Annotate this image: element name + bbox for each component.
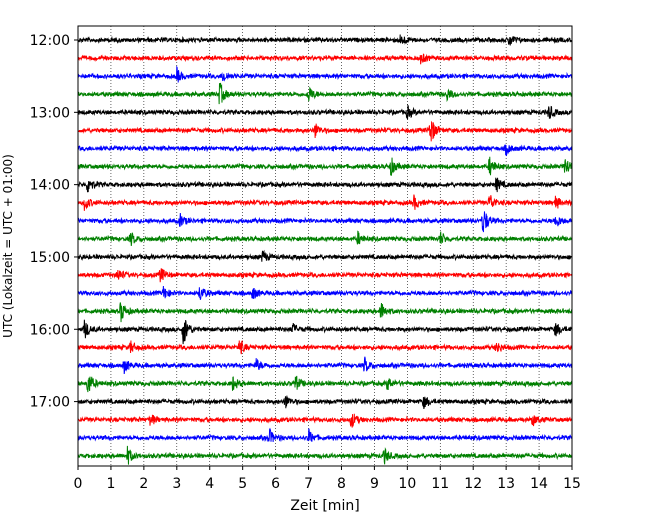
trace-1245 — [77, 82, 573, 105]
x-tick-label-15: 15 — [563, 476, 581, 492]
x-tick-label-12: 12 — [464, 476, 482, 492]
trace-1615 — [77, 339, 573, 355]
trace-1715 — [77, 413, 573, 428]
trace-1345 — [77, 156, 573, 176]
seismogram-traces — [77, 34, 573, 465]
x-tick-label-1: 1 — [106, 476, 115, 492]
trace-1530 — [77, 286, 573, 300]
x-axis-ticks: 0 1 2 3 4 5 6 7 8 9 10 11 12 13 14 15 — [74, 466, 581, 492]
trace-1330 — [77, 143, 573, 157]
trace-1600 — [77, 319, 573, 345]
y-tick-label-17:00: 17:00 — [30, 395, 70, 411]
y-tick-label-13:00: 13:00 — [30, 105, 70, 121]
x-tick-label-4: 4 — [205, 476, 214, 492]
trace-1230 — [77, 65, 573, 83]
trace-1645 — [77, 375, 573, 393]
x-tick-label-11: 11 — [431, 476, 449, 492]
trace-1300 — [77, 103, 573, 120]
x-tick-label-13: 13 — [497, 476, 515, 492]
trace-1500 — [77, 249, 573, 262]
trace-1215 — [77, 53, 573, 65]
trace-1445 — [77, 230, 573, 247]
trace-1700 — [77, 395, 573, 410]
trace-1315 — [77, 120, 573, 142]
x-tick-label-10: 10 — [398, 476, 416, 492]
x-tick-label-8: 8 — [337, 476, 346, 492]
plot-area-frame — [77, 25, 573, 467]
x-tick-label-0: 0 — [74, 476, 83, 492]
x-tick-label-9: 9 — [370, 476, 379, 492]
x-tick-label-6: 6 — [271, 476, 280, 492]
trace-1200 — [77, 34, 573, 46]
x-tick-label-5: 5 — [238, 476, 247, 492]
trace-1545 — [77, 302, 573, 323]
trace-1400 — [77, 177, 573, 193]
trace-1515 — [77, 268, 573, 283]
trace-1430 — [77, 211, 573, 233]
y-axis-ticks: 12:00 13:00 14:00 15:00 16:00 17:00 — [30, 33, 78, 411]
y-tick-label-16:00: 16:00 — [30, 322, 70, 338]
trace-1630 — [77, 356, 573, 375]
y-tick-label-15:00: 15:00 — [30, 250, 70, 266]
x-axis-label: Zeit [min] — [290, 498, 359, 514]
y-tick-label-14:00: 14:00 — [30, 178, 70, 194]
x-tick-label-3: 3 — [172, 476, 181, 492]
y-tick-label-12:00: 12:00 — [30, 33, 70, 49]
y-axis-label: UTC (Lokalzeit = UTC + 01:00) — [1, 154, 15, 338]
x-tick-label-14: 14 — [530, 476, 548, 492]
x-tick-label-7: 7 — [304, 476, 313, 492]
trace-1415 — [77, 194, 573, 211]
x-tick-label-2: 2 — [139, 476, 148, 492]
grid-lines — [110, 26, 540, 466]
trace-1745 — [77, 445, 573, 465]
trace-1730 — [77, 427, 573, 443]
